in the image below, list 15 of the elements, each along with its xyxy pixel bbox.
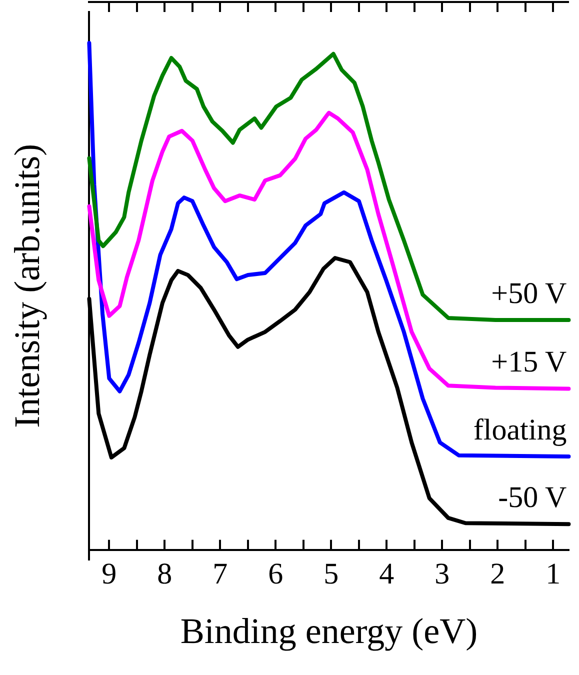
x-tick-label: 8: [157, 558, 172, 591]
x-tick-label: 5: [324, 558, 339, 591]
series-label: -50 V: [498, 481, 568, 514]
x-tick-label: 4: [379, 558, 394, 591]
x-tick-label: 1: [546, 558, 561, 591]
x-tick-label: 3: [434, 558, 450, 591]
series-label: +50 V: [491, 276, 568, 310]
x-tick-label: 6: [268, 558, 284, 591]
x-tick-label: 2: [490, 558, 506, 591]
x-axis-title: Binding energy (eV): [180, 610, 478, 651]
x-tick-label: 7: [212, 558, 228, 591]
series-label: floating: [473, 413, 567, 446]
series-label: +15 V: [491, 346, 568, 379]
x-tick-label: 9: [102, 558, 117, 591]
y-axis-title: Intensity (arb.units): [7, 144, 48, 428]
